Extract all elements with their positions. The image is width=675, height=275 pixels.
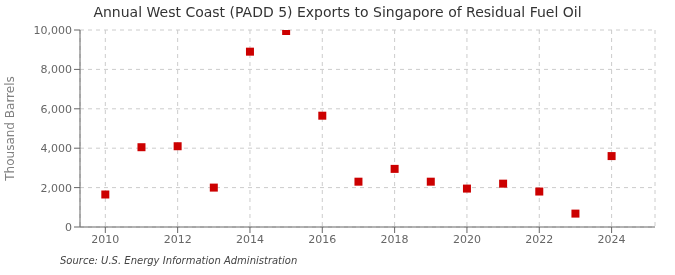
svg-text:4,000: 4,000 bbox=[41, 142, 73, 155]
html-text:Annual West Coast (PADD 5) Exp: Annual West Coast (PADD 5) Exports to Si… bbox=[93, 4, 582, 20]
svg-text:8,000: 8,000 bbox=[41, 63, 73, 76]
svg-text:2020: 2020 bbox=[453, 233, 481, 246]
svg-text:10,000: 10,000 bbox=[34, 24, 73, 37]
svg-text:2018: 2018 bbox=[381, 233, 409, 246]
svg-text:2012: 2012 bbox=[164, 233, 192, 246]
svg-text:0: 0 bbox=[65, 221, 72, 234]
svg-text:Thousand Barrels: Thousand Barrels bbox=[8, 76, 17, 181]
svg-text:6,000: 6,000 bbox=[41, 103, 73, 116]
svg-text:2,000: 2,000 bbox=[41, 182, 73, 195]
svg-text:2022: 2022 bbox=[525, 233, 553, 246]
svg-text:2024: 2024 bbox=[598, 233, 626, 246]
svg-text:2014: 2014 bbox=[236, 233, 264, 246]
svg-text:2016: 2016 bbox=[308, 233, 336, 246]
svg-text:2010: 2010 bbox=[91, 233, 119, 246]
html-text:Source: U.S. Energy Informatio: Source: U.S. Energy Information Administ… bbox=[60, 255, 298, 266]
